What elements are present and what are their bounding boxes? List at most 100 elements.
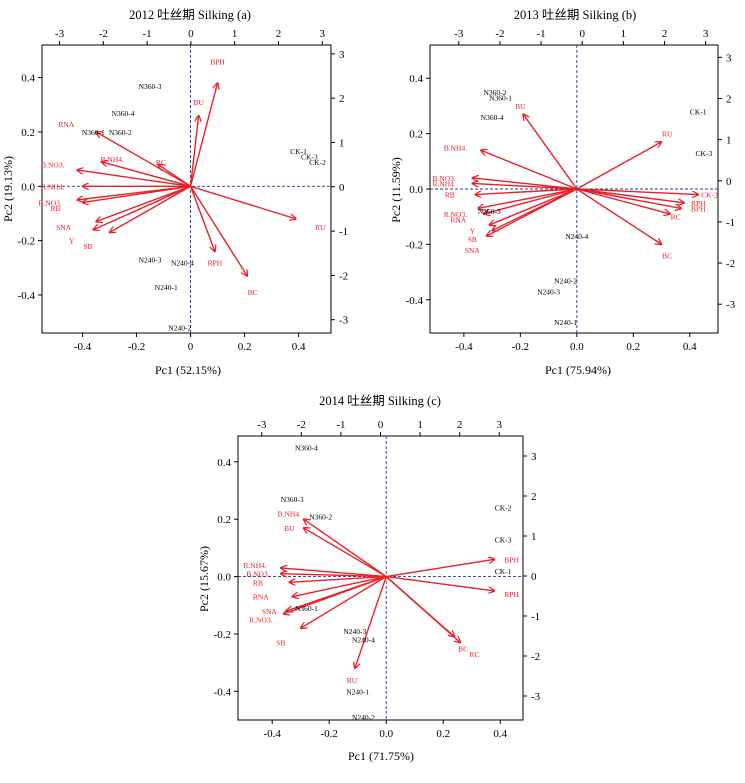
vector-label: BC	[248, 288, 258, 297]
x-tick-label: 0.4	[493, 728, 507, 740]
vector-arrow	[576, 188, 662, 244]
x-tick-label: 0.4	[683, 341, 697, 353]
x-tick-label: 0.0	[379, 728, 393, 740]
y-tick-label: 0.2	[21, 127, 35, 139]
vector-arrow	[355, 576, 387, 669]
vector-arrow	[576, 188, 681, 208]
vector-arrow	[292, 575, 387, 597]
y-tick-label: -0.4	[18, 290, 36, 302]
sample-point-label: N360-3	[139, 82, 162, 91]
vector-arrow	[486, 188, 578, 236]
right-tick-label: -1	[726, 217, 735, 229]
vector-label: B.NO3.	[246, 570, 269, 579]
vector-label: BU	[284, 524, 295, 533]
sample-point-label: N240-2	[554, 276, 577, 285]
vector-label: RC	[156, 158, 166, 167]
chart-title: 2014 吐丝期 Silking (c)	[319, 394, 441, 408]
y-tick-label: -0.2	[18, 236, 35, 248]
sample-point-label: N240-4	[565, 232, 588, 241]
vector-label: B.NH4.	[278, 509, 301, 518]
y-axis-label: Pc2 (19.13%)	[1, 156, 15, 222]
vector-arrow	[77, 170, 191, 187]
vector-arrow	[96, 185, 191, 221]
sample-point-label: N240-1	[346, 687, 369, 696]
vector-label: SNA	[56, 223, 72, 232]
vector-label: SB	[468, 235, 477, 244]
vector-label: RC	[470, 650, 480, 659]
vector-arrow	[190, 185, 296, 219]
top-tick-label: 3	[703, 28, 709, 40]
vector-arrow	[304, 519, 387, 578]
sample-point-label: N240-4	[171, 258, 194, 267]
vector-label: R.NH4.	[243, 561, 266, 570]
right-tick-label: 3	[726, 52, 732, 64]
vector-label: RNA	[253, 593, 269, 602]
vector-label: RPH	[691, 199, 706, 208]
plot-frame	[41, 44, 332, 334]
sample-point-label: N240-2	[352, 713, 375, 722]
vector-arrow	[385, 576, 454, 637]
x-tick-label: -0.4	[74, 341, 92, 353]
right-tick-label: 0	[339, 182, 345, 194]
vector-arrow	[96, 132, 191, 187]
top-tick-label: -3	[454, 28, 464, 40]
vector-arrow	[576, 188, 698, 195]
vector-label: RNA	[450, 215, 466, 224]
y-tick-label: -0.4	[406, 295, 424, 307]
vector-label: B.NO3.	[432, 174, 455, 183]
x-tick-label: 0.0	[570, 341, 584, 353]
vector-label: B.NO3.	[41, 161, 64, 170]
x-tick-label: -0.2	[128, 341, 145, 353]
top-tick-label: -2	[495, 28, 504, 40]
y-tick-label: 0.2	[217, 514, 231, 526]
vector-label: R.NO3.	[249, 616, 272, 625]
top-tick-label: -1	[143, 28, 152, 40]
sample-point-label: N240-2	[168, 324, 191, 333]
sample-point-label: N360-4	[481, 113, 504, 122]
top-tick-label: 1	[232, 28, 238, 40]
vector-label: RPH	[504, 590, 519, 599]
top-tick-label: 1	[417, 419, 423, 431]
vector-arrow	[281, 568, 387, 578]
sample-point-label: N240-1	[155, 283, 178, 292]
vector-arrow	[83, 185, 191, 202]
top-tick-label: 0	[378, 419, 384, 431]
sample-point-label: CK-3	[301, 152, 318, 161]
vector-arrow	[386, 575, 494, 591]
right-tick-label: 1	[531, 531, 537, 543]
vector-label: RB	[445, 191, 455, 200]
vector-label: RU	[662, 130, 673, 139]
vector-label: BC	[458, 644, 468, 653]
top-tick-label: -2	[99, 28, 108, 40]
vector-label: BPH	[691, 204, 706, 213]
x-tick-label: -0.2	[512, 341, 529, 353]
right-tick-label: 3	[339, 49, 345, 61]
top-tick-label: 2	[457, 419, 463, 431]
sample-point-label: N240-4	[352, 636, 375, 645]
y-tick-label: 0.4	[217, 457, 231, 469]
vector-label: SB	[276, 639, 285, 648]
x-tick-label: -0.2	[320, 728, 337, 740]
biplot-panel-2014: -0.4 -0.2 0.0 0.2 0.4 -0.4 -0.2 0.0 0.2 0.4 -3 -2 -1…	[197, 394, 541, 763]
vector-label: SNA	[262, 607, 278, 616]
top-tick-label: 0	[579, 28, 585, 40]
vector-arrow	[523, 114, 578, 190]
right-tick-label: -1	[531, 611, 540, 623]
vector-arrow	[189, 116, 199, 187]
y-tick-label: -0.2	[214, 629, 231, 641]
right-tick-label: 0	[726, 176, 732, 188]
top-tick-label: -1	[536, 28, 545, 40]
sample-point-label: N360-1	[489, 94, 512, 103]
right-tick-label: 0	[531, 571, 537, 583]
y-tick-label: -0.4	[214, 686, 232, 698]
vector-label: BC	[662, 251, 672, 260]
sample-point-label: CK-1	[495, 567, 512, 576]
right-tick-label: -3	[726, 299, 736, 311]
sample-point-label: N360-2	[109, 128, 132, 137]
right-tick-label: 1	[726, 135, 732, 147]
x-axis-label: Pc1 (52.15%)	[155, 363, 221, 377]
vector-label: BPH	[210, 57, 225, 66]
y-tick-label: 0.2	[409, 129, 423, 141]
vector-arrow	[158, 165, 191, 187]
vector-arrow	[110, 185, 191, 232]
